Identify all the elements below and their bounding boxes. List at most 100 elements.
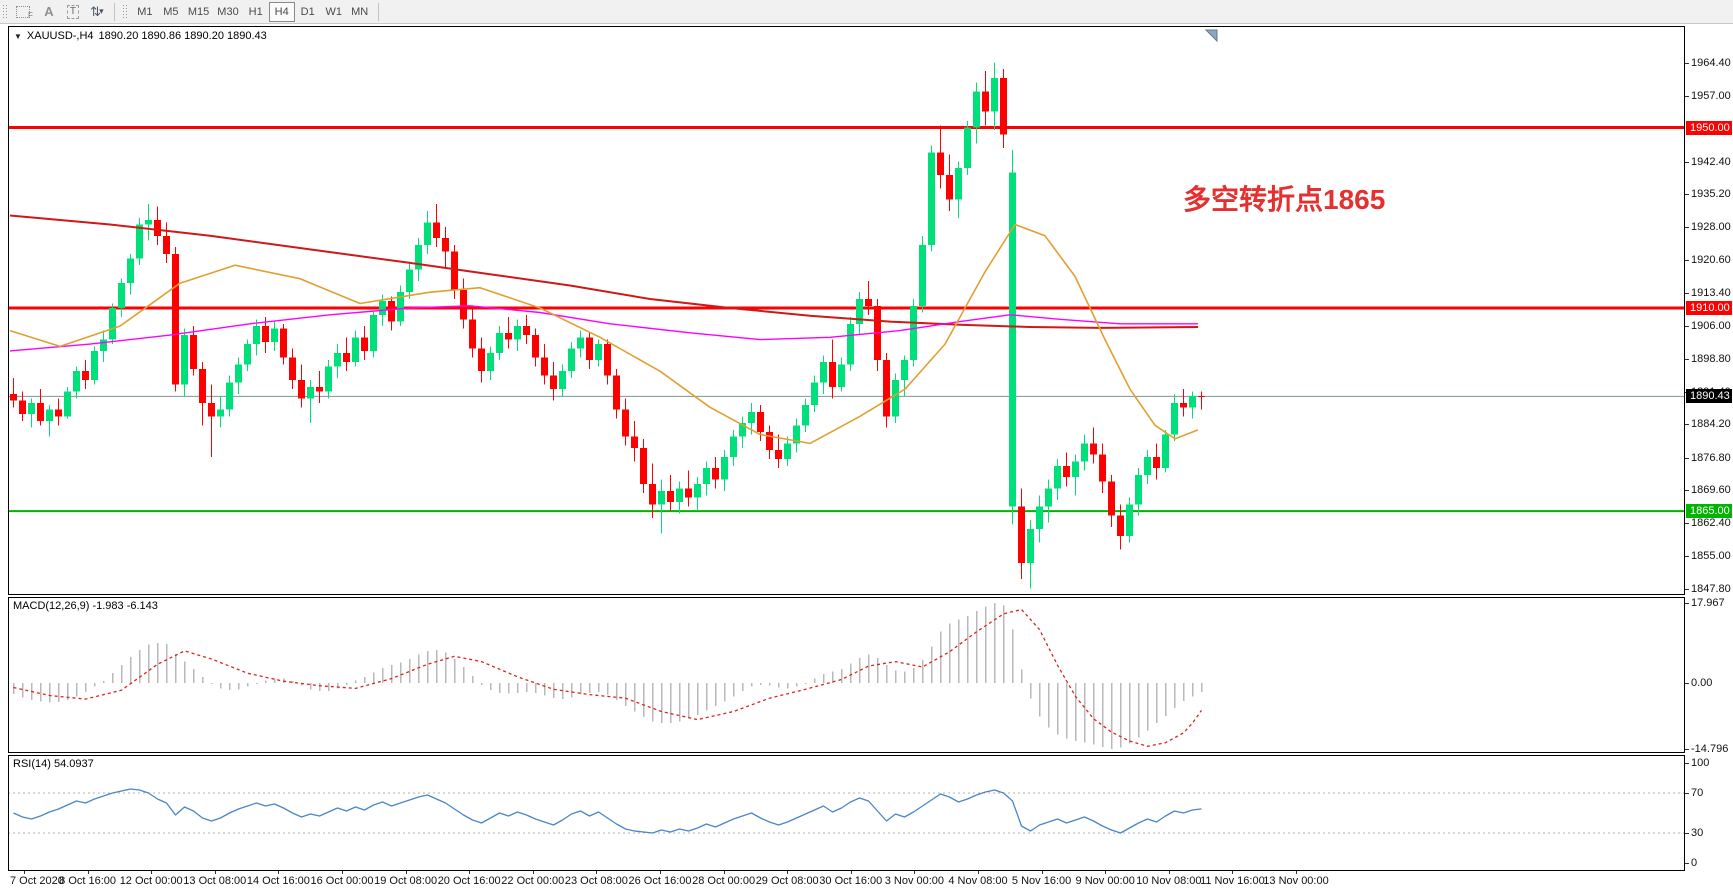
arrange-windows-button[interactable]: ⇅ ▾: [85, 2, 109, 22]
candle-up: [91, 350, 98, 381]
candle-up: [334, 353, 341, 367]
dotted-box-icon: [16, 5, 30, 18]
timeframe-button-m1[interactable]: M1: [137, 5, 153, 18]
candle-down: [1099, 454, 1106, 482]
timeframe-button-m30[interactable]: M30: [217, 5, 239, 18]
chart-annotation-text[interactable]: 多空转折点1865: [1183, 184, 1386, 215]
timeframe-button-m15[interactable]: M15: [187, 5, 210, 18]
candle-up: [964, 127, 971, 169]
date-label: 30 Oct 16:00: [819, 875, 883, 887]
candle-down: [82, 371, 89, 381]
macd-bar: [120, 665, 123, 684]
macd-bar: [498, 683, 501, 693]
date-label: 5 Nov 16:00: [1011, 875, 1072, 887]
candle-up: [955, 168, 962, 200]
timeframe-button-m5[interactable]: M5: [163, 5, 179, 18]
candle-down: [163, 235, 170, 254]
timeframe-button-d1[interactable]: D1: [300, 5, 315, 18]
macd-bar: [417, 654, 420, 684]
macd-indicator-panel[interactable]: [8, 597, 1685, 753]
macd-bar: [858, 658, 861, 684]
price-tick-label: 1855.00: [1691, 550, 1731, 563]
timeframe-button-w1[interactable]: W1: [325, 5, 342, 18]
candle-up: [415, 244, 422, 270]
date-tick-mark: [469, 871, 471, 874]
price-tick-label: 1876.80: [1691, 451, 1731, 464]
current-price-badge: 1890.43: [1686, 389, 1732, 404]
candle-down: [712, 468, 719, 480]
macd-bar: [741, 683, 744, 692]
macd-bar: [21, 683, 24, 698]
candle-up: [307, 386, 314, 399]
candle-up: [1036, 506, 1043, 530]
macd-bar: [849, 663, 852, 684]
date-axis[interactable]: 7 Oct 2020 8 Oct 16:00 12 Oct 00:00 13 Oct …: [8, 871, 1685, 891]
price-axis-column: 1964.40 1957.00 1942.40 1935.20 1928.00 1920.…: [1685, 26, 1733, 871]
candle-up: [352, 337, 359, 363]
rsi-indicator-panel[interactable]: [8, 755, 1685, 871]
timeframe-button-h4[interactable]: H4: [268, 1, 295, 22]
date-tick-mark: [1041, 871, 1043, 874]
panel-border: [8, 597, 1685, 753]
candle-down: [766, 432, 773, 451]
candle-down: [622, 409, 629, 437]
candle-down: [433, 222, 440, 239]
candle-up: [1135, 474, 1142, 505]
timeframe-button-h1[interactable]: H1: [248, 5, 263, 18]
candle-up: [1144, 456, 1151, 475]
macd-bar: [966, 616, 969, 684]
macd-bar: [480, 683, 483, 685]
chart-shift-marker[interactable]: [1204, 29, 1218, 43]
macd-bar: [507, 683, 510, 694]
macd-bar: [723, 683, 726, 702]
candle-down: [631, 436, 638, 448]
rsi-tick-label: 0: [1691, 857, 1698, 869]
macd-bar: [66, 683, 69, 700]
date-label: 22 Oct 00:00: [501, 875, 565, 887]
panel-border: [8, 755, 1685, 871]
label-tool-icon[interactable]: A: [37, 2, 61, 22]
candle-up: [892, 380, 899, 417]
date-tick-mark: [214, 871, 216, 874]
candle-up: [820, 362, 827, 383]
candle-down: [1108, 481, 1115, 516]
macd-bar: [696, 683, 699, 716]
candle-down: [505, 332, 512, 340]
candle-up: [487, 353, 494, 372]
symbol-timeframe-label: XAUUSD-,H4: [26, 30, 94, 42]
macd-bar: [1020, 669, 1023, 684]
candle-up: [658, 490, 665, 505]
date-tick-mark: [723, 871, 725, 874]
timeframe-button-mn[interactable]: MN: [351, 5, 369, 18]
symbol-collapse-icon[interactable]: ▼: [14, 31, 22, 41]
price-tick-label: 1884.20: [1691, 418, 1731, 431]
attach-expert-icon[interactable]: F: [12, 2, 37, 22]
rsi-label: RSI(14) 54.0937: [13, 758, 94, 770]
macd-bar: [444, 652, 447, 684]
candle-down: [190, 335, 197, 369]
date-label: 10 Nov 08:00: [1136, 875, 1202, 887]
axis-tick-mark: [1685, 457, 1689, 459]
date-label: 9 Nov 00:00: [1075, 875, 1135, 887]
macd-bar: [453, 658, 456, 684]
candle-down: [640, 447, 647, 484]
candle-up: [784, 443, 791, 460]
candle-up: [568, 348, 575, 372]
candle-down: [775, 450, 782, 460]
macd-bar: [273, 678, 276, 684]
text-tool-icon[interactable]: T: [61, 2, 85, 22]
main-candlestick-chart[interactable]: [8, 26, 1685, 595]
toolbar-drag-handle[interactable]: [2, 3, 8, 20]
macd-bar: [1083, 683, 1086, 743]
date-label: 20 Oct 16:00: [437, 875, 501, 887]
macd-bar: [786, 683, 789, 689]
candle-down: [550, 375, 557, 390]
macd-tick-label: 17.967: [1691, 596, 1725, 609]
candle-down: [937, 152, 944, 175]
axis-tick-mark: [1685, 763, 1689, 764]
candle-down: [613, 375, 620, 410]
macd-bar: [714, 683, 717, 707]
candle-down: [442, 238, 449, 252]
timeframe-group-handle[interactable]: [121, 3, 128, 20]
date-tick-mark: [596, 871, 598, 874]
